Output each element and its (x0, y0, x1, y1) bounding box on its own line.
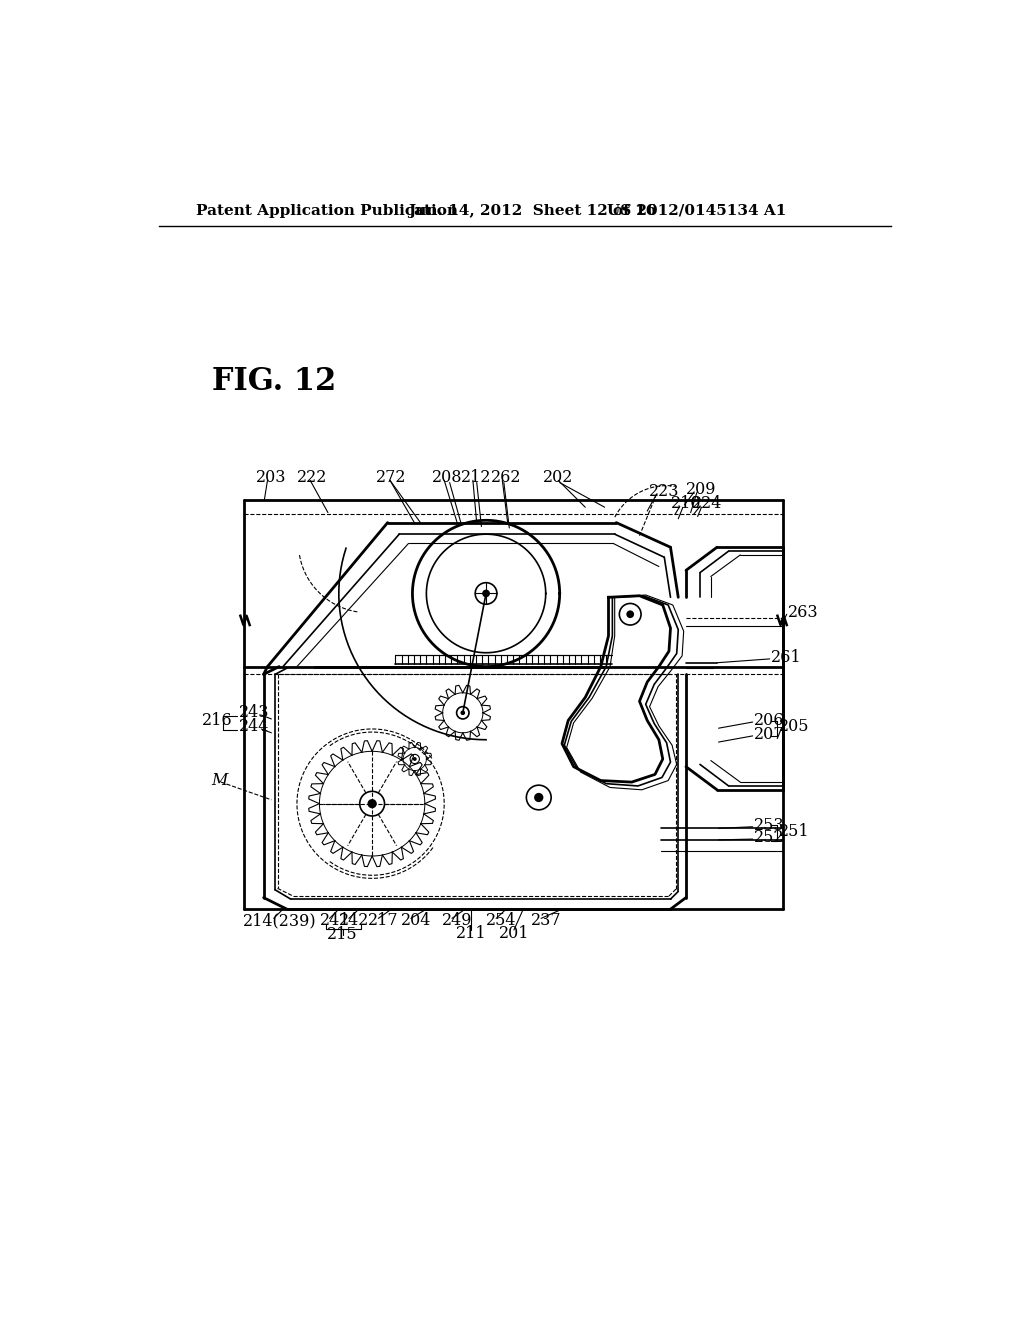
Text: 263: 263 (788, 605, 819, 622)
Text: 217: 217 (369, 912, 399, 929)
Text: 216: 216 (202, 711, 232, 729)
Text: 210: 210 (671, 495, 701, 512)
Text: M: M (212, 772, 228, 789)
Text: 241: 241 (321, 912, 350, 929)
Text: 243: 243 (239, 705, 269, 721)
Text: Jun. 14, 2012  Sheet 12 of 16: Jun. 14, 2012 Sheet 12 of 16 (409, 203, 656, 218)
Text: 204: 204 (400, 912, 431, 929)
Circle shape (482, 590, 489, 597)
Text: 206: 206 (755, 711, 784, 729)
Text: 214(239): 214(239) (243, 912, 316, 929)
Text: US 2012/0145134 A1: US 2012/0145134 A1 (607, 203, 786, 218)
Text: 254: 254 (486, 912, 516, 929)
Text: 211: 211 (456, 924, 486, 941)
Text: 212: 212 (461, 470, 492, 487)
Text: 207: 207 (755, 726, 784, 743)
Text: 272: 272 (376, 470, 407, 487)
Text: 208: 208 (432, 470, 462, 487)
Text: 201: 201 (499, 924, 529, 941)
Text: 244: 244 (239, 718, 269, 735)
Text: 252: 252 (755, 829, 784, 846)
Text: 224: 224 (692, 495, 723, 512)
Circle shape (627, 610, 634, 618)
Text: 242: 242 (339, 912, 370, 929)
Text: 253: 253 (755, 817, 784, 834)
Text: 249: 249 (442, 912, 472, 929)
Text: 223: 223 (649, 483, 679, 499)
Circle shape (413, 758, 417, 760)
Circle shape (535, 793, 544, 803)
Text: 237: 237 (531, 912, 561, 929)
Circle shape (368, 799, 377, 808)
Text: 205: 205 (779, 718, 810, 735)
Text: 261: 261 (771, 649, 802, 665)
Text: 209: 209 (686, 480, 717, 498)
Text: 203: 203 (256, 470, 287, 487)
Text: 222: 222 (297, 470, 328, 487)
Text: 251: 251 (779, 822, 810, 840)
Text: Patent Application Publication: Patent Application Publication (197, 203, 458, 218)
Text: FIG. 12: FIG. 12 (212, 366, 336, 397)
Text: 262: 262 (490, 470, 521, 487)
Text: 202: 202 (543, 470, 573, 487)
Text: 215: 215 (328, 927, 358, 942)
Circle shape (461, 710, 465, 715)
